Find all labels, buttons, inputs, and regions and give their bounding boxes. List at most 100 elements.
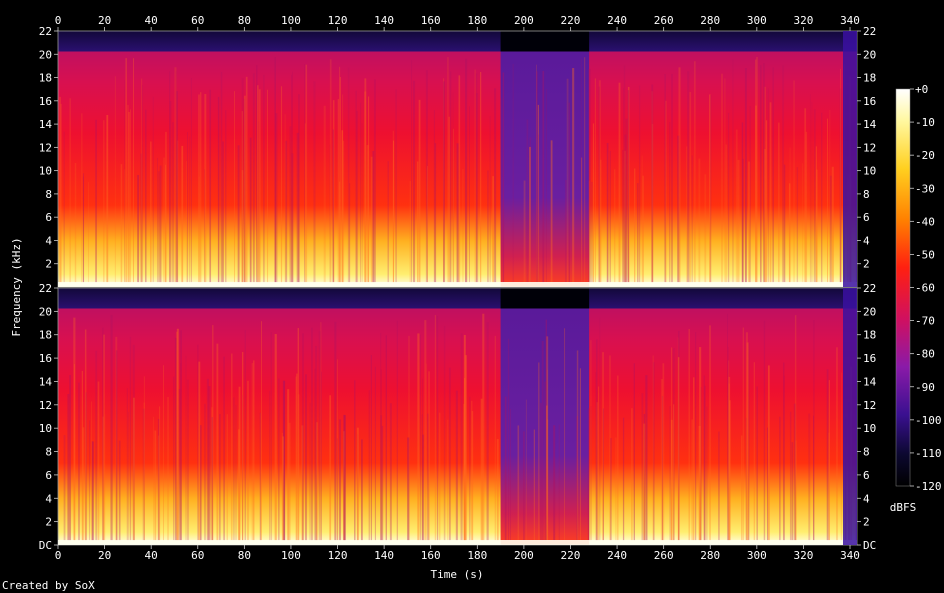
- y-tick-label-left: 18: [39, 329, 52, 342]
- x-tick-label-top: 300: [747, 14, 767, 27]
- channel-1-spectrogram: [58, 31, 857, 287]
- y-tick-label-left: 8: [45, 188, 52, 201]
- y-tick-label-left: 14: [39, 118, 53, 131]
- y-tick-label-left: 16: [39, 352, 52, 365]
- x-tick-label-top: 320: [793, 14, 813, 27]
- colorbar-tick-label: -70: [915, 315, 935, 328]
- quiet-segment: [500, 31, 590, 287]
- x-tick-label-bottom: 200: [514, 549, 534, 562]
- y-tick-label-left: 2: [45, 516, 52, 529]
- y-tick-label-right: 6: [863, 469, 870, 482]
- y-tick-label-left: 4: [45, 492, 52, 505]
- y-tick-label-left: 8: [45, 446, 52, 459]
- y-tick-label-right: 20: [863, 305, 876, 318]
- y-tick-label-right: 4: [863, 234, 870, 247]
- y-tick-label-left: 10: [39, 165, 52, 178]
- credit-text: Created by SoX: [2, 579, 95, 592]
- colorbar-unit: dBFS: [890, 501, 917, 514]
- x-tick-label-bottom: 320: [793, 549, 813, 562]
- y-tick-label-right: 6: [863, 211, 870, 224]
- y-tick-label-right: 16: [863, 95, 876, 108]
- plot-area: [57, 30, 858, 546]
- x-tick-label-top: 180: [467, 14, 487, 27]
- y-tick-label-left: 20: [39, 48, 52, 61]
- y-tick-label-right: 2: [863, 516, 870, 529]
- x-tick-label-bottom: 140: [374, 549, 394, 562]
- colorbar-tick-label: -120: [915, 480, 942, 493]
- y-tick-label-right: 18: [863, 72, 876, 85]
- x-tick-label-top: 340: [840, 14, 860, 27]
- x-tick-label-top: 20: [98, 14, 111, 27]
- y-tick-label-right: 10: [863, 165, 876, 178]
- y-axis-label: Frequency (kHz): [10, 237, 23, 336]
- y-tick-label-right: 16: [863, 352, 876, 365]
- x-ticks-bottom: 0 20 40 60 80 100 120 140 160 180 200 220 240 260 280 3…: [55, 545, 860, 562]
- x-tick-label-bottom: 60: [191, 549, 204, 562]
- x-tick-label-bottom: 180: [467, 549, 487, 562]
- colorbar-tick-label: -110: [915, 447, 942, 460]
- y-tick-label-right: 22: [863, 25, 876, 38]
- x-tick-label-top: 200: [514, 14, 534, 27]
- y-tick-label-left: 20: [39, 305, 52, 318]
- colorbar-tick-label: -80: [915, 348, 935, 361]
- y-tick-label-left: 22: [39, 282, 52, 295]
- x-tick-label-top: 120: [328, 14, 348, 27]
- quiet-segment: [500, 288, 590, 545]
- colorbar-tick-label: -50: [915, 248, 935, 261]
- y-tick-label-right: 12: [863, 141, 876, 154]
- y-tick-label-left: 10: [39, 422, 52, 435]
- x-tick-label-bottom: 240: [607, 549, 627, 562]
- y-tick-label-right: 2: [863, 258, 870, 271]
- y-tick-label-left: 12: [39, 399, 52, 412]
- y-tick-label-left: 16: [39, 95, 52, 108]
- x-tick-label-bottom: 340: [840, 549, 860, 562]
- x-tick-label-bottom: 120: [328, 549, 348, 562]
- y-tick-label-left: 22: [39, 25, 52, 38]
- y-tick-label-left: 14: [39, 375, 53, 388]
- x-tick-label-top: 280: [700, 14, 720, 27]
- x-tick-label-bottom: 160: [421, 549, 441, 562]
- y-tick-label-right: 12: [863, 399, 876, 412]
- x-tick-label-top: 240: [607, 14, 627, 27]
- y-tick-label-left: 4: [45, 234, 52, 247]
- y-tick-label-right: 14: [863, 375, 877, 388]
- x-ticks-top: 0 20 40 60 80 100 120 140 160 180 200 220 240 260 280 3…: [55, 14, 860, 31]
- colorbar-tick-label: -40: [915, 215, 935, 228]
- colorbar-tick-label: -60: [915, 282, 935, 295]
- y-tick-label-left: 18: [39, 72, 52, 85]
- x-tick-label-top: 60: [191, 14, 204, 27]
- colorbar-tick-label: -30: [915, 182, 935, 195]
- y-tick-label-left: DC: [39, 539, 52, 552]
- y-tick-label-right: 20: [863, 48, 876, 61]
- x-tick-label-top: 160: [421, 14, 441, 27]
- y-tick-label-right: 4: [863, 492, 870, 505]
- y-tick-label-right: 8: [863, 446, 870, 459]
- colorbar-ticks: +0 -10 -20 -30 -40 -50 -60 -70 -80 -90 -100 -110 -12…: [910, 83, 942, 493]
- x-tick-label-bottom: 0: [55, 549, 62, 562]
- x-tick-label-bottom: 40: [145, 549, 158, 562]
- y-tick-label-right: 18: [863, 329, 876, 342]
- x-tick-label-top: 260: [654, 14, 674, 27]
- x-axis-label: Time (s): [431, 568, 484, 581]
- colorbar-tick-label: -90: [915, 381, 935, 394]
- colorbar-tick-label: -10: [915, 116, 935, 129]
- x-tick-label-bottom: 300: [747, 549, 767, 562]
- spectral-texture: [58, 31, 857, 545]
- colorbar-tick-label: +0: [915, 83, 928, 96]
- y-tick-label-right: 22: [863, 282, 876, 295]
- x-tick-label-bottom: 260: [654, 549, 674, 562]
- x-tick-label-top: 80: [238, 14, 251, 27]
- x-tick-label-top: 220: [561, 14, 581, 27]
- channel-2-spectrogram: [58, 288, 857, 545]
- y-tick-label-right: 8: [863, 188, 870, 201]
- x-tick-label-top: 140: [374, 14, 394, 27]
- y-ticks: 2220181614121086422220181614121086422220…: [39, 25, 877, 552]
- y-tick-label-left: 12: [39, 141, 52, 154]
- y-tick-label-right: 14: [863, 118, 877, 131]
- colorbar-tick-label: -100: [915, 414, 942, 427]
- y-tick-label-left: 6: [45, 211, 52, 224]
- x-tick-label-bottom: 100: [281, 549, 301, 562]
- x-tick-label-top: 100: [281, 14, 301, 27]
- y-tick-label-left: 2: [45, 258, 52, 271]
